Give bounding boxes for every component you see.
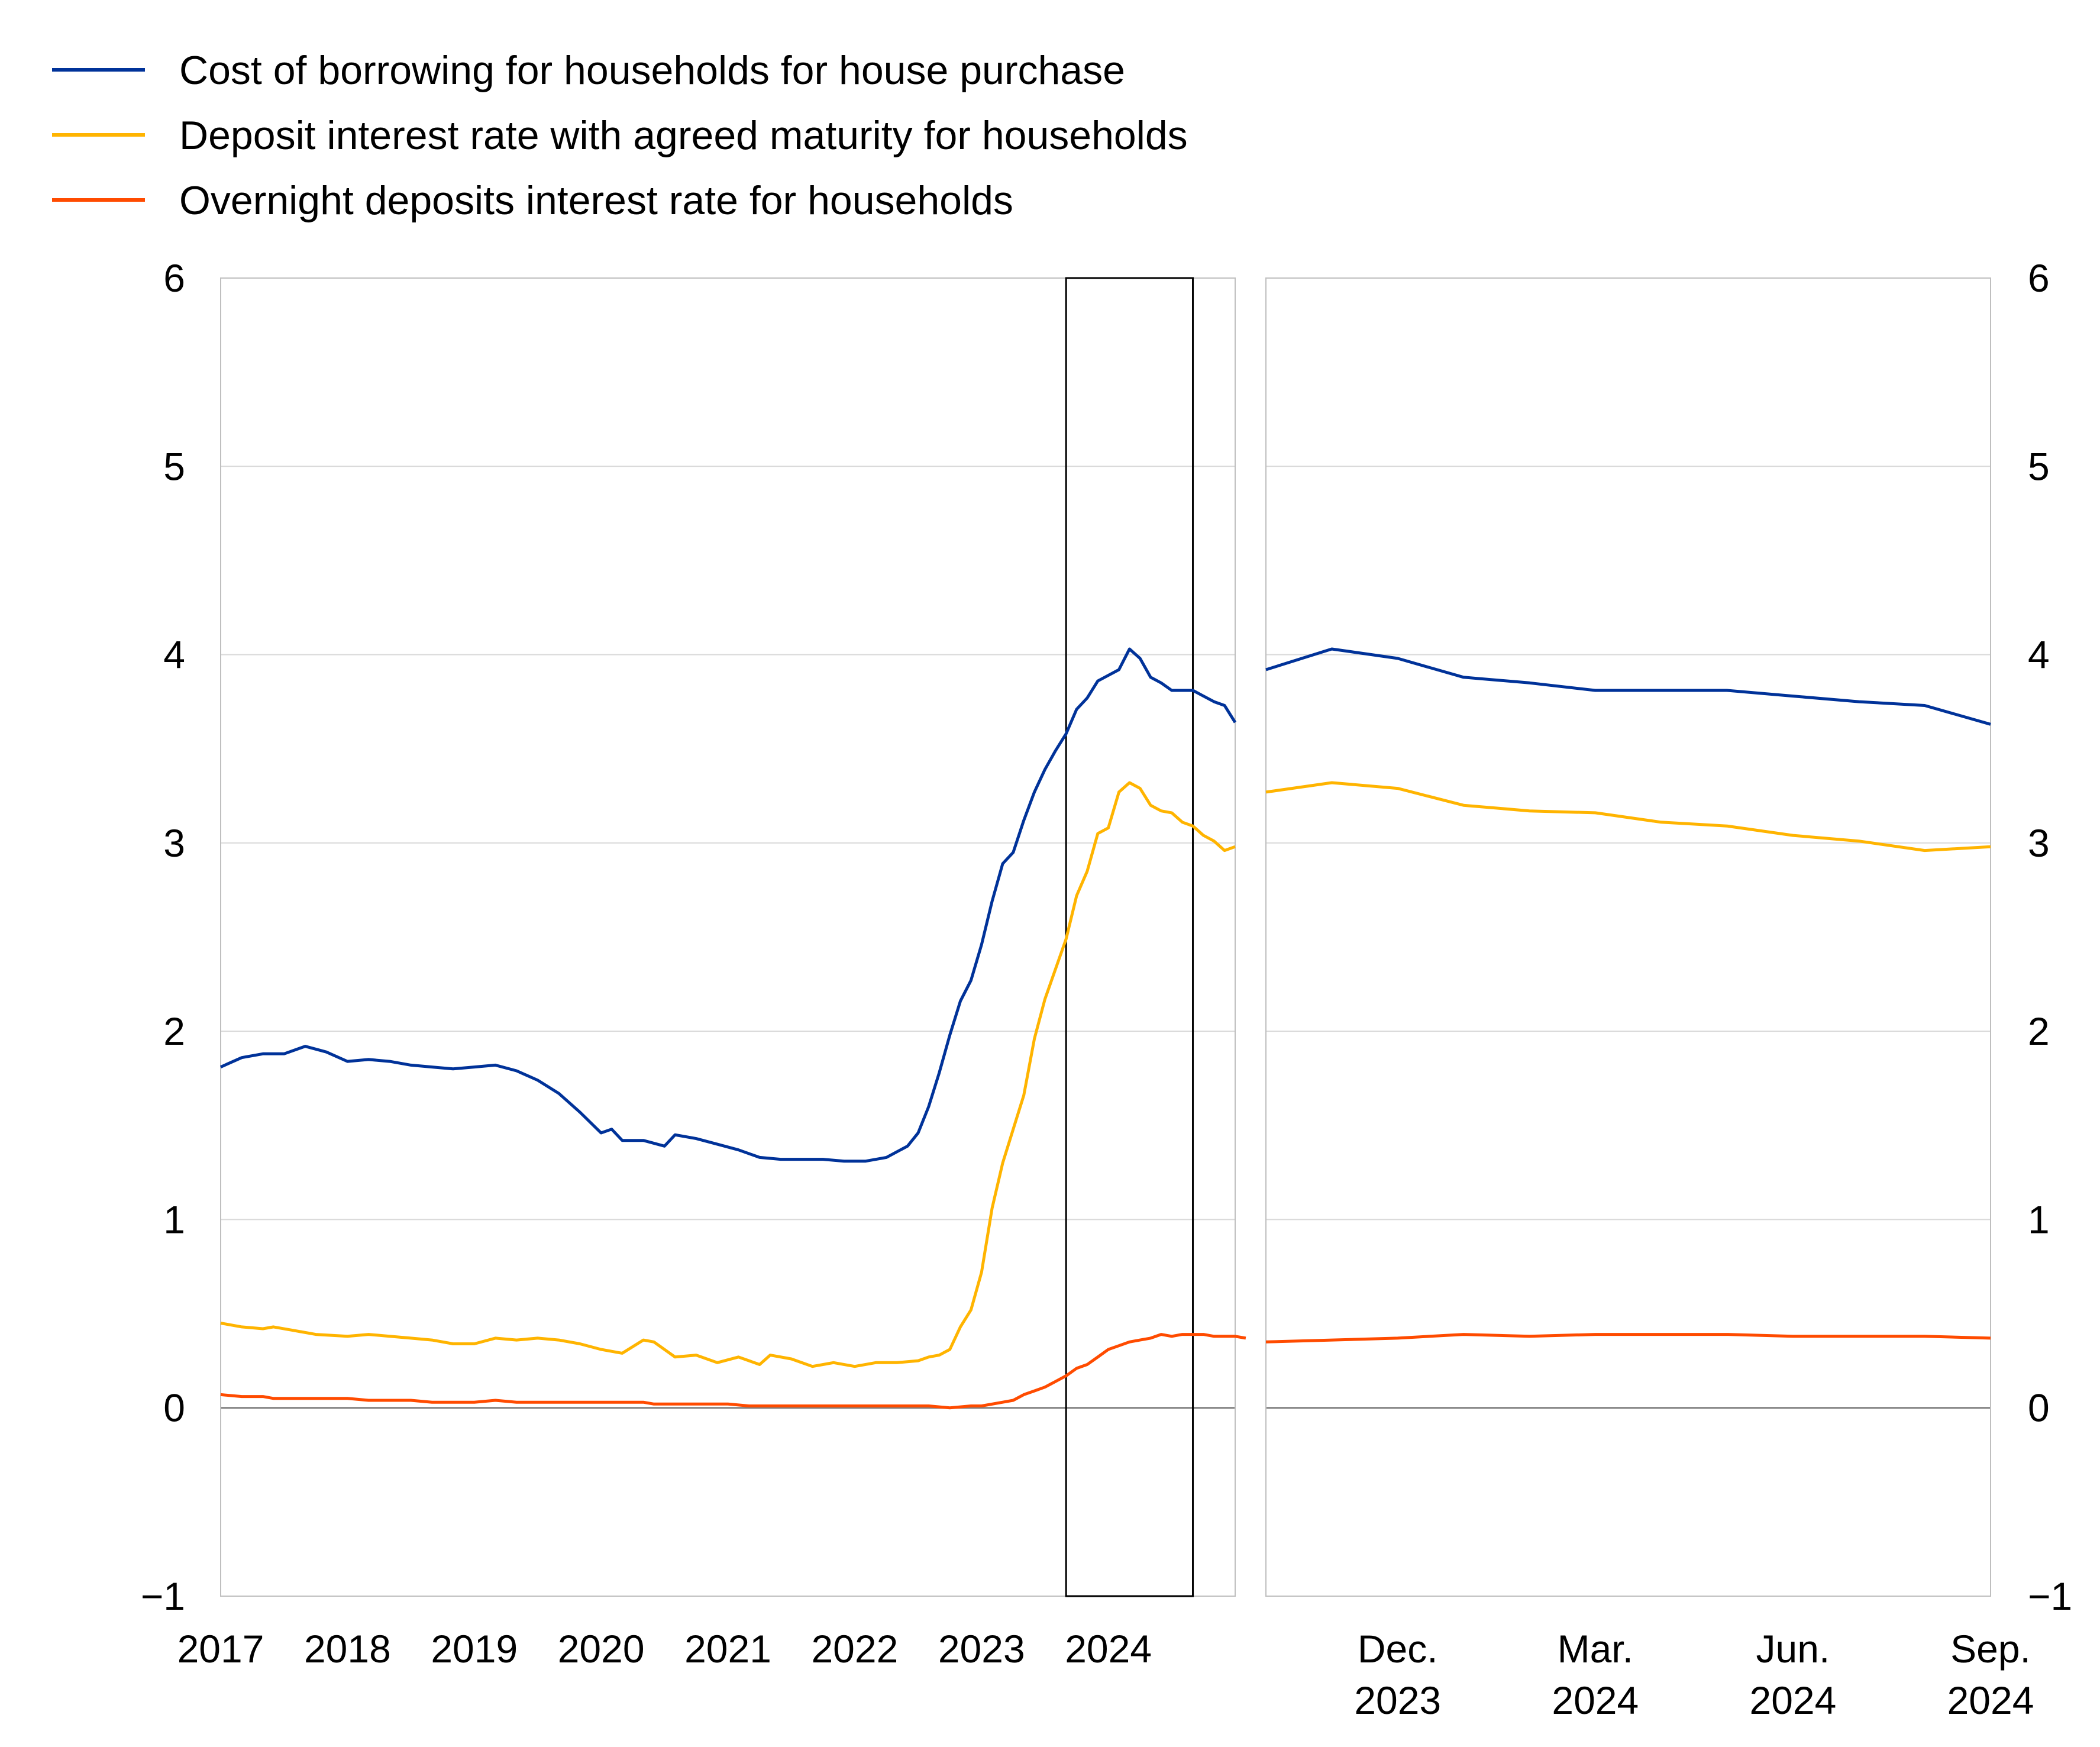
x-tick-label: 2021 xyxy=(684,1627,771,1671)
y-tick-label: 3 xyxy=(2028,821,2050,865)
x-tick-label: 2017 xyxy=(177,1627,264,1671)
legend-label-2: Deposit interest rate with agreed maturi… xyxy=(179,113,1188,158)
y-tick-label: 6 xyxy=(2028,256,2050,300)
y-tick-label: 2 xyxy=(2028,1009,2050,1053)
x-tick-label: 2024 xyxy=(1065,1627,1152,1671)
y-tick-label: 1 xyxy=(163,1197,185,1241)
x-tick-label: 2018 xyxy=(304,1627,391,1671)
x-tick-label: Sep. xyxy=(1950,1627,2031,1671)
y-tick-label: 2 xyxy=(163,1009,185,1053)
series-line-deposit-interest-rate-with-agreed-maturity-for-households xyxy=(1265,781,1991,852)
x-tick-label: 2019 xyxy=(431,1627,518,1671)
right-panel: −1 0 1 2 3 4 5 6 Dec. 2023 Mar. 2024 Jun. 2024 Sep. 202… xyxy=(1265,256,2072,1722)
series-line-cost-of-borrowing-for-households-for-house-purchase xyxy=(219,647,1237,1163)
series-line-cost-of-borrowing-for-households-for-house-purchase xyxy=(1265,647,1991,726)
y-tick-label: 0 xyxy=(163,1386,185,1430)
y-tick-label: −1 xyxy=(141,1574,185,1618)
x-tick-label: Jun. xyxy=(1756,1627,1830,1671)
y-tick-label: 3 xyxy=(163,821,185,865)
y-tick-label: 4 xyxy=(163,633,185,677)
legend-label-1: Cost of borrowing for households for hou… xyxy=(179,48,1125,93)
x-tick-label: 2024 xyxy=(1947,1678,2034,1722)
x-tick-label: 2024 xyxy=(1749,1678,1836,1722)
highlight-box xyxy=(1065,277,1194,1597)
x-tick-label: Dec. xyxy=(1358,1627,1438,1671)
x-tick-label: 2020 xyxy=(558,1627,645,1671)
series-line-deposit-interest-rate-with-agreed-maturity-for-households xyxy=(220,781,1236,1368)
series-line-overnight-deposits-interest-rate-for-households xyxy=(1265,1333,1991,1344)
series-line-overnight-deposits-interest-rate-for-households xyxy=(220,1333,1246,1410)
x-tick-label: 2023 xyxy=(1354,1678,1441,1722)
plot-frame xyxy=(220,277,1236,1597)
x-tick-label: 2022 xyxy=(811,1627,898,1671)
left-panel: −1 0 1 2 3 4 5 6 2017 2018 2019 2020 2021 2022 2023 202… xyxy=(141,256,1246,1671)
plot-frame xyxy=(1265,277,1991,1597)
y-tick-label: −1 xyxy=(2028,1574,2072,1618)
y-tick-label: 5 xyxy=(163,444,185,488)
y-tick-label: 6 xyxy=(163,256,185,300)
y-tick-label: 5 xyxy=(2028,444,2050,488)
x-tick-label: 2024 xyxy=(1552,1678,1639,1722)
legend-label-3: Overnight deposits interest rate for hou… xyxy=(179,178,1013,223)
legend: Cost of borrowing for households for hou… xyxy=(52,48,1188,223)
y-tick-label: 0 xyxy=(2028,1386,2050,1430)
y-tick-label: 1 xyxy=(2028,1197,2050,1241)
y-tick-label: 4 xyxy=(2028,633,2050,677)
x-tick-label: 2023 xyxy=(938,1627,1025,1671)
x-tick-label: Mar. xyxy=(1558,1627,1633,1671)
